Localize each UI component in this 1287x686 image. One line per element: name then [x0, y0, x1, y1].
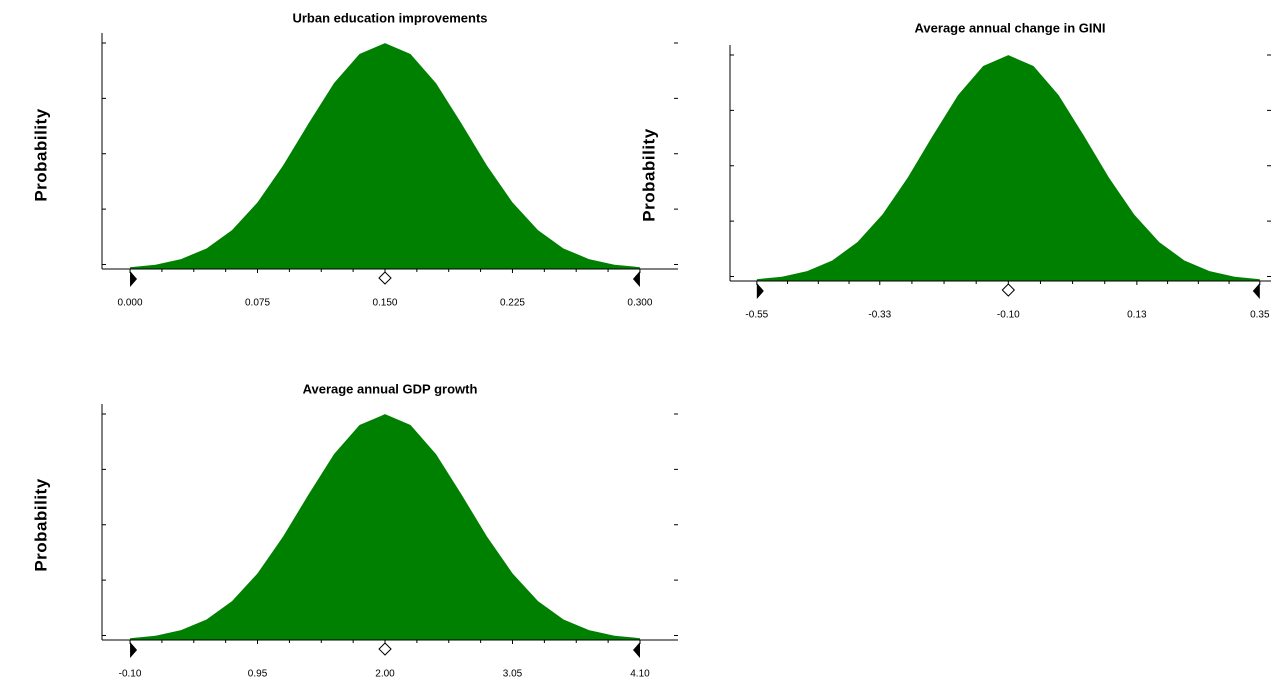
chart-title: Urban education improvements [292, 10, 487, 25]
chart-panel: Average annual GDP growth Probability -0.1… [31, 381, 678, 680]
x-tick-label: 0.35 [1250, 310, 1270, 321]
y-axis-label: Probability [639, 128, 658, 221]
x-tick-label: -0.10 [997, 310, 1020, 321]
right-marker [632, 271, 640, 287]
x-tick-label: 0.13 [1127, 310, 1147, 321]
x-tick-label: 3.05 [503, 669, 523, 680]
distribution-area [756, 55, 1260, 282]
right-marker [1252, 283, 1260, 299]
x-tick-label: 4.10 [630, 669, 650, 680]
x-tick-label: -0.55 [745, 310, 768, 321]
y-axis-label: Probability [31, 478, 50, 571]
chart-title: Average annual change in GINI [915, 20, 1106, 35]
x-tick-label: 0.075 [245, 298, 270, 309]
left-marker [756, 283, 764, 299]
mean-marker [378, 271, 392, 285]
y-axis-label: Probability [31, 108, 50, 201]
chart-panel: Urban education improvements Probability 0… [31, 10, 678, 309]
left-marker [130, 271, 138, 287]
x-tick-label: 0.225 [500, 298, 525, 309]
right-marker [632, 642, 640, 658]
left-marker [130, 642, 138, 658]
x-tick-label: 2.00 [375, 669, 395, 680]
mean-marker [1001, 283, 1016, 297]
x-tick-label: 0.000 [118, 298, 143, 309]
x-tick-label: 0.300 [627, 298, 652, 309]
distribution-area [130, 414, 640, 640]
x-tick-label: 0.95 [248, 669, 268, 680]
mean-marker [378, 642, 392, 656]
x-tick-label: -0.33 [868, 310, 891, 321]
chart-panel: Average annual change in GINI Probability… [639, 20, 1271, 321]
distribution-area [130, 43, 640, 270]
chart-title: Average annual GDP growth [303, 381, 478, 396]
x-tick-label: -0.10 [119, 669, 142, 680]
x-tick-label: 0.150 [372, 298, 397, 309]
